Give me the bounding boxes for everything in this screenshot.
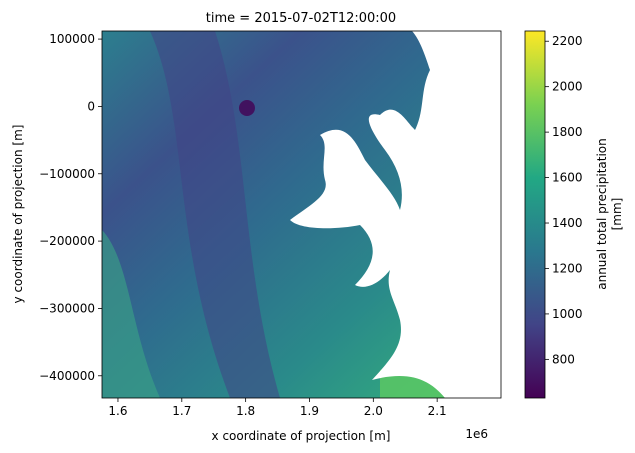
chart-title: time = 2015-07-02T12:00:00: [206, 11, 396, 26]
colorbar-tick-label: 2000: [552, 80, 583, 94]
y-tick-label: −100000: [39, 167, 95, 181]
x-offset-label: 1e6: [465, 427, 488, 441]
y-axis-label: y coordinate of projection [m]: [11, 125, 25, 304]
y-tick-label: 0: [87, 99, 95, 113]
colorbar-tick-label: 1600: [552, 171, 583, 185]
colorbar-label: [mm]: [610, 198, 624, 231]
x-tick-label: 2.0: [364, 404, 383, 418]
y-tick-label: −300000: [39, 301, 95, 315]
colorbar-label: annual total precipitation: [595, 138, 609, 290]
colorbar-tick-label: 1200: [552, 261, 583, 275]
y-tick-label: −200000: [39, 234, 95, 248]
y-tick-label: −400000: [39, 369, 95, 383]
axes-frame: [101, 30, 502, 399]
x-tick-label: 1.9: [300, 404, 319, 418]
x-axis-label: x coordinate of projection [m]: [212, 429, 391, 443]
y-tick-label: 100000: [49, 32, 95, 46]
colorbar-tick-label: 2200: [552, 34, 583, 48]
colorbar-tick-label: 1800: [552, 125, 583, 139]
x-tick-label: 1.6: [108, 404, 127, 418]
x-tick-label: 1.7: [172, 404, 191, 418]
x-tick-label: 1.8: [236, 404, 255, 418]
colorbar: [524, 30, 546, 399]
raster-image: [102, 31, 501, 398]
colorbar-tick-label: 1400: [552, 216, 583, 230]
colorbar-tick-label: 1000: [552, 307, 583, 321]
x-tick-label: 2.1: [428, 404, 447, 418]
colorbar-tick-label: 800: [552, 352, 575, 366]
